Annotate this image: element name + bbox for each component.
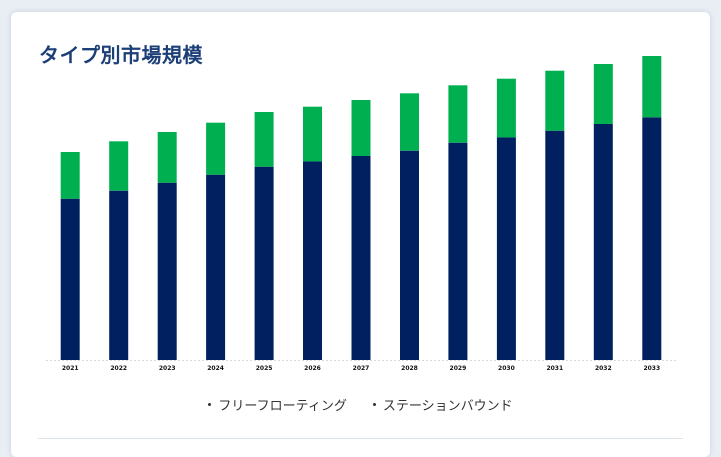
- bar-2029-series-0[interactable]: [448, 142, 468, 360]
- bar-2028-series-0[interactable]: [400, 150, 419, 360]
- x-tick-label: 2030: [498, 365, 515, 372]
- bar-2030-series-0[interactable]: [496, 137, 516, 360]
- x-tick-label: 2026: [304, 365, 321, 372]
- x-tick-label: 2027: [353, 365, 370, 372]
- bar-2025-series-1[interactable]: [254, 112, 274, 167]
- bar-2024-series-0[interactable]: [206, 174, 226, 360]
- x-tick-label: 2021: [62, 365, 79, 372]
- bar-2022-series-0[interactable]: [109, 190, 129, 360]
- card-divider: [38, 438, 683, 439]
- x-tick-label: 2024: [207, 365, 224, 372]
- bar-2029-series-1[interactable]: [448, 85, 468, 143]
- legend-item-free-floating[interactable]: フリーフローティング: [208, 395, 347, 414]
- x-tick-labels: 2021 2022 2023 2024 2025 2026 2027 2028 2029 2030…: [62, 365, 660, 372]
- bars-layer: [60, 56, 662, 360]
- bar-2027-series-1[interactable]: [351, 100, 371, 156]
- bar-2028-series-1[interactable]: [400, 93, 419, 151]
- x-tick-label: 2025: [256, 365, 273, 372]
- bar-2021-series-1[interactable]: [60, 152, 80, 199]
- legend-item-station-bound[interactable]: ステーションバウンド: [372, 395, 513, 414]
- bar-2023-series-1[interactable]: [157, 132, 177, 183]
- legend-bullet-icon: [208, 403, 212, 406]
- stacked-bar-chart: 2021 2022 2023 2024 2025 2026 2027 2028 2029 2030…: [46, 56, 676, 372]
- chart-legend: フリーフローティング ステーションバウンド: [11, 395, 710, 414]
- chart-card: タイプ別市場規模 2021 2022 2023 2024 2025 2026 2027 202…: [11, 12, 710, 457]
- legend-label-station-bound: ステーションバウンド: [382, 399, 513, 414]
- bar-2021-series-0[interactable]: [60, 198, 80, 360]
- bar-2026-series-0[interactable]: [303, 161, 322, 360]
- x-tick-label: 2022: [110, 365, 127, 372]
- bar-2031-series-0[interactable]: [545, 130, 565, 360]
- bar-2033-series-0[interactable]: [642, 117, 662, 360]
- bar-2033-series-1[interactable]: [642, 56, 662, 118]
- bar-2030-series-1[interactable]: [496, 78, 516, 138]
- x-tick-label: 2029: [450, 365, 467, 372]
- bar-2027-series-0[interactable]: [351, 156, 371, 360]
- bar-2032-series-0[interactable]: [593, 124, 613, 360]
- x-tick-label: 2032: [595, 365, 612, 372]
- bar-2025-series-0[interactable]: [254, 166, 274, 360]
- bar-2022-series-1[interactable]: [109, 141, 129, 191]
- bar-2023-series-0[interactable]: [157, 182, 177, 360]
- x-tick-label: 2033: [643, 365, 660, 372]
- bar-2032-series-1[interactable]: [593, 64, 613, 124]
- chart-title: タイプ別市場規模: [39, 43, 203, 67]
- x-tick-label: 2028: [401, 365, 418, 372]
- legend-bullet-icon: [372, 403, 376, 406]
- legend-label-free-floating: フリーフローティング: [218, 399, 347, 414]
- bar-2024-series-1[interactable]: [206, 122, 226, 175]
- x-tick-label: 2023: [159, 365, 176, 372]
- x-tick-label: 2031: [546, 365, 563, 372]
- bar-2026-series-1[interactable]: [303, 106, 322, 162]
- bar-2031-series-1[interactable]: [545, 70, 565, 131]
